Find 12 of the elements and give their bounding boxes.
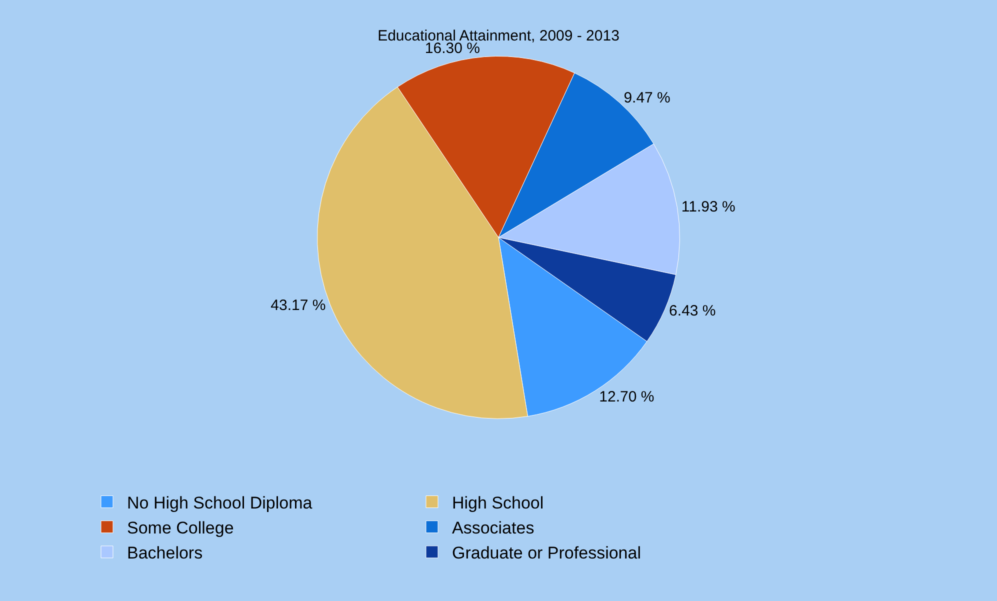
legend-label: High School [452,493,544,512]
legend-label: No High School Diploma [126,493,313,512]
legend-label: Bachelors [126,544,203,563]
legend-label: Graduate or Professional [452,544,641,563]
legend-label: Associates [452,518,534,538]
data-label: 6.43 % [669,302,716,320]
data-label: 16.30 % [424,40,480,57]
data-label: 11.93 % [681,198,736,216]
legend-label: Some College [126,518,234,538]
data-label: 9.47 % [624,89,670,106]
data-label: 43.17 % [270,296,326,314]
data-label: 12.70 % [599,388,654,406]
